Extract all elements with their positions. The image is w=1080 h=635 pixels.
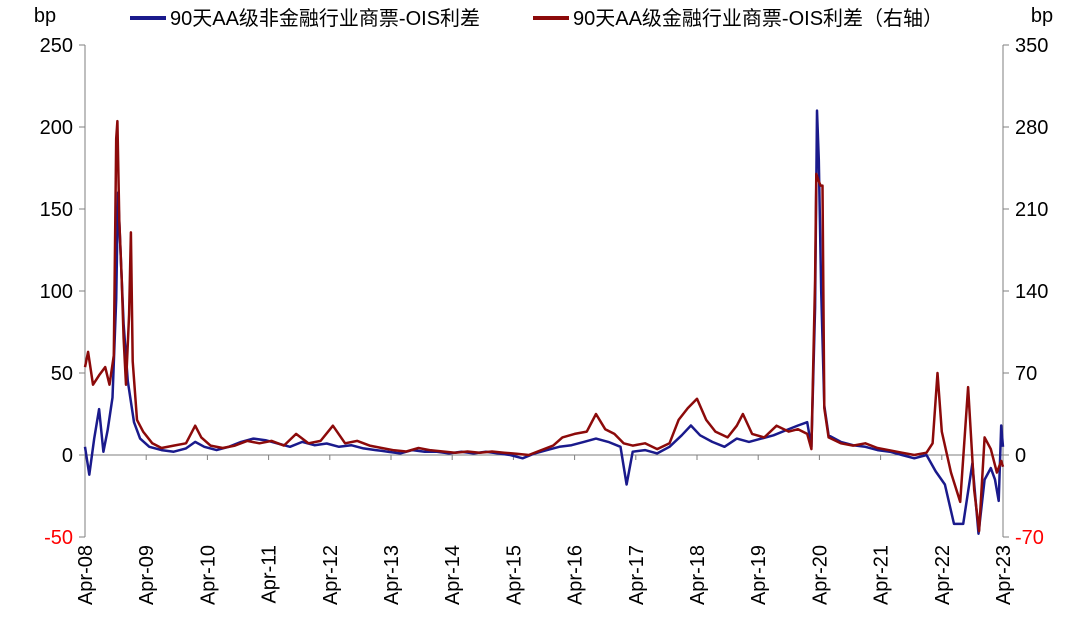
right-y-tick-label: 350 — [1015, 35, 1048, 57]
left-y-tick-label: 100 — [40, 281, 73, 303]
right-y-tick-label: 280 — [1015, 117, 1048, 139]
x-tick-label: Apr-22 — [932, 545, 954, 605]
x-tick-label: Apr-17 — [626, 545, 648, 605]
left-y-tick-label: 200 — [40, 117, 73, 139]
legend-label: 90天AA级金融行业商票-OIS利差（右轴） — [573, 7, 943, 30]
x-tick-label: Apr-08 — [75, 545, 97, 605]
series-layer — [83, 109, 1005, 535]
left-y-tick-label: -50 — [44, 527, 73, 549]
series-line-financial — [83, 119, 1005, 533]
right-y-tick-label: 210 — [1015, 199, 1048, 221]
left-y-tick-label: 250 — [40, 35, 73, 57]
left-y-tick-label: 0 — [62, 445, 73, 467]
left-axis-unit: bp — [34, 5, 56, 27]
right-axis-unit: bp — [1031, 5, 1053, 27]
x-tick-label: Apr-10 — [197, 545, 219, 605]
left-y-tick-label: 150 — [40, 199, 73, 221]
left-y-tick-label: 50 — [51, 363, 73, 385]
x-tick-label: Apr-18 — [687, 545, 709, 605]
x-tick-label: Apr-15 — [503, 545, 525, 605]
x-tick-label: Apr-21 — [871, 545, 893, 605]
right-y-tick-label: 140 — [1015, 281, 1048, 303]
legend: 90天AA级非金融行业商票-OIS利差 90天AA级金融行业商票-OIS利差（右轴… — [130, 7, 943, 30]
legend-label: 90天AA级非金融行业商票-OIS利差 — [170, 7, 480, 30]
right-y-tick-label: 70 — [1015, 363, 1037, 385]
x-tick-label: Apr-16 — [565, 545, 587, 605]
right-y-tick-label: -70 — [1015, 527, 1044, 549]
x-tick-label: Apr-13 — [381, 545, 403, 605]
x-tick-label: Apr-09 — [136, 545, 158, 605]
series-line-nonfinancial — [83, 109, 1005, 535]
right-y-tick-label: 0 — [1015, 445, 1026, 467]
x-tick-label: Apr-23 — [993, 545, 1015, 605]
x-tick-label: Apr-14 — [442, 545, 464, 605]
x-tick-label: Apr-19 — [748, 545, 770, 605]
axes-layer: -50 0 50 100 150 200 250 bp -70 0 70 140 210 280 350 bp… — [34, 5, 1053, 605]
x-tick-label: Apr-20 — [809, 545, 831, 605]
x-tick-label: Apr-12 — [320, 545, 342, 605]
x-tick-label: Apr-11 — [259, 545, 281, 604]
